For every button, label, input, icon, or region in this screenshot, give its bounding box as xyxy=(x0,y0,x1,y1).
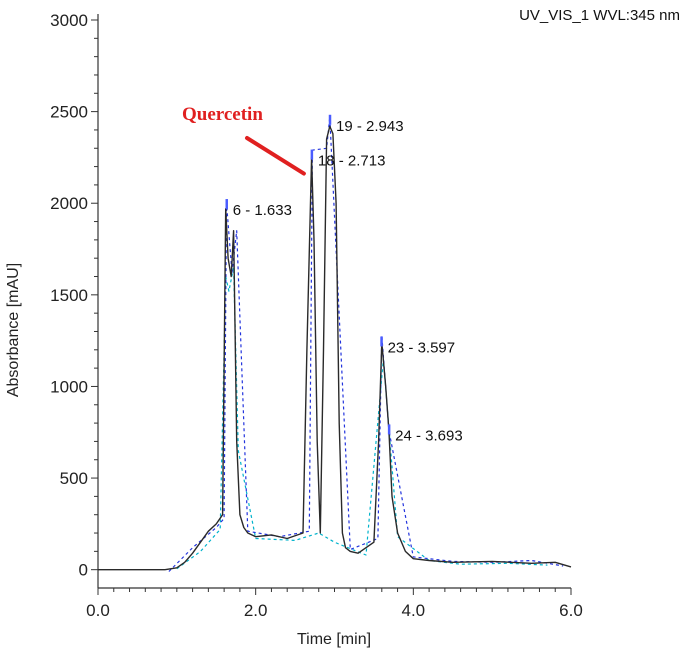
y-tick-label: 0 xyxy=(79,561,88,580)
y-tick-label: 2500 xyxy=(50,103,88,122)
x-tick-label: 0.0 xyxy=(86,601,110,620)
x-tick-label: 6.0 xyxy=(559,601,583,620)
series-layer xyxy=(98,116,572,572)
x-tick-label: 4.0 xyxy=(402,601,426,620)
annotation-label: Quercetin xyxy=(182,104,263,125)
y-tick-label: 1000 xyxy=(50,377,88,396)
series-line-1 xyxy=(168,116,564,572)
labels-layer: 6 - 1.633 18 - 2.713 19 - 2.943 23 - 3.597 2… xyxy=(182,104,463,444)
peak-label: 24 - 3.693 xyxy=(395,427,463,444)
peak-label: 18 - 2.713 xyxy=(318,153,386,170)
axes: 0 500 1000 1500 2000 2500 3000 0.0 2.0 4.0 6.0 xyxy=(50,11,583,620)
y-tick-label: 3000 xyxy=(50,11,88,30)
series-line-2 xyxy=(176,266,548,570)
x-tick-label: 2.0 xyxy=(244,601,268,620)
annotation-arrow xyxy=(245,136,306,176)
y-tick-label: 500 xyxy=(60,469,88,488)
series-line-0 xyxy=(98,125,572,571)
y-tick-label: 2000 xyxy=(50,194,88,213)
x-axis-title: Time [min] xyxy=(297,631,371,648)
y-axis-title: Absorbance [mAU] xyxy=(5,263,22,397)
peak-label: 6 - 1.633 xyxy=(233,202,292,219)
channel-label: UV_VIS_1 WVL:345 nm xyxy=(519,7,680,24)
y-tick-label: 1500 xyxy=(50,286,88,305)
peak-label: 23 - 3.597 xyxy=(388,339,456,356)
peak-label: 19 - 2.943 xyxy=(336,118,404,135)
